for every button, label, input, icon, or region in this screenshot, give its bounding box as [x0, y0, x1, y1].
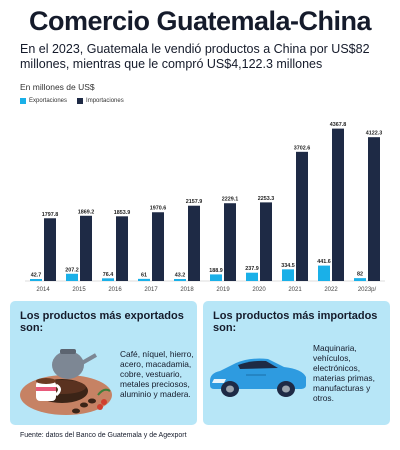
export-bar-2020: [246, 272, 258, 281]
import-value-label-2016: 1853.9: [114, 210, 131, 216]
page-subtitle: En el 2023, Guatemala le vendió producto…: [20, 42, 370, 71]
import-value-label-2017: 1970.6: [150, 206, 167, 212]
import-value-label-2018: 2157.9: [186, 199, 203, 205]
imports-card-text: Maquinaria, vehículos, electrónicos, mat…: [313, 343, 375, 403]
bar-chart: 42.7 1797.8 2014 207.2 1869.2 2015 76.4 1853.9 2…: [25, 122, 385, 293]
export-value-label-2019: 188.9: [209, 268, 223, 274]
import-bar-2018: [188, 205, 200, 281]
import-bar-2015: [80, 215, 92, 281]
import-value-label-2015: 1869.2: [78, 209, 95, 215]
x-tick-label-2019: 2019: [216, 287, 230, 293]
page-title: Comercio Guatemala-China: [28, 6, 372, 36]
imports-card: Los productos más importados son: Maquin…: [203, 301, 390, 425]
import-value-label-2023p: 4122.3: [366, 131, 383, 137]
import-bar-2017: [152, 212, 164, 281]
import-value-label-2020: 2253.3: [258, 196, 275, 202]
import-bar-2016: [116, 216, 128, 281]
export-value-label-2015: 207.2: [65, 267, 79, 273]
import-value-label-2021: 3702.6: [294, 145, 311, 151]
export-bar-2014: [30, 279, 42, 281]
x-tick-label-2015: 2015: [72, 287, 86, 293]
import-bar-2020: [260, 202, 272, 281]
source-note: Fuente: datos del Banco de Guatemala y d…: [20, 432, 187, 439]
imports-card-title: Los productos más importados son:: [213, 310, 378, 334]
export-value-label-2014: 42.7: [31, 273, 42, 279]
x-tick-label-2018: 2018: [180, 287, 194, 293]
import-value-label-2014: 1797.8: [42, 212, 59, 218]
legend-item-imports: Importaciones: [77, 98, 124, 104]
import-bar-2019: [224, 203, 236, 281]
legend-swatch-exports: [20, 98, 26, 104]
export-bar-2018: [174, 279, 186, 281]
export-value-label-2020: 237.9: [245, 266, 259, 272]
import-bar-2023p: [368, 137, 380, 281]
export-bar-2015: [66, 273, 78, 281]
export-bar-2016: [102, 278, 114, 281]
legend-swatch-imports: [77, 98, 84, 104]
import-bar-2014: [44, 218, 56, 281]
x-tick-label-2017: 2017: [144, 287, 158, 293]
export-bar-2023p: [354, 278, 366, 281]
x-tick-label-2014: 2014: [36, 287, 50, 293]
export-value-label-2017: 61: [141, 272, 147, 278]
export-value-label-2016: 76.4: [103, 272, 114, 278]
exports-card: Los productos más exportados son: Café, …: [10, 301, 197, 425]
chart-legend: Exportaciones Importaciones: [20, 98, 134, 104]
legend-label-imports: Importaciones: [86, 98, 124, 104]
export-bar-2021: [282, 269, 294, 281]
export-value-label-2018: 43.2: [175, 273, 186, 279]
import-bar-2022: [332, 128, 344, 281]
export-bar-2019: [210, 274, 222, 281]
import-value-label-2022: 4367.8: [330, 122, 347, 128]
car-icon: [210, 358, 306, 397]
import-value-label-2019: 2229.1: [222, 197, 239, 203]
unit-label: En millones de US$: [20, 82, 95, 92]
legend-label-exports: Exportaciones: [29, 98, 68, 104]
export-value-label-2023p: 82: [357, 272, 363, 278]
legend-item-exports: Exportaciones: [20, 98, 67, 104]
exports-card-title: Los productos más exportados son:: [20, 310, 184, 334]
x-tick-label-2022: 2022: [324, 287, 338, 293]
x-tick-label-2023p: 2023p/: [358, 287, 377, 293]
x-tick-label-2021: 2021: [288, 287, 302, 293]
x-tick-label-2020: 2020: [252, 287, 266, 293]
coffee-icon: [20, 349, 112, 415]
export-value-label-2022: 441.6: [317, 259, 331, 265]
export-value-label-2021: 334.5: [281, 263, 295, 269]
exports-card-text: Café, níquel, hierro, acero, macadamia, …: [120, 349, 194, 399]
export-bar-2017: [138, 278, 150, 281]
export-bar-2022: [318, 265, 330, 281]
x-tick-label-2016: 2016: [108, 287, 122, 293]
import-bar-2021: [296, 151, 308, 281]
